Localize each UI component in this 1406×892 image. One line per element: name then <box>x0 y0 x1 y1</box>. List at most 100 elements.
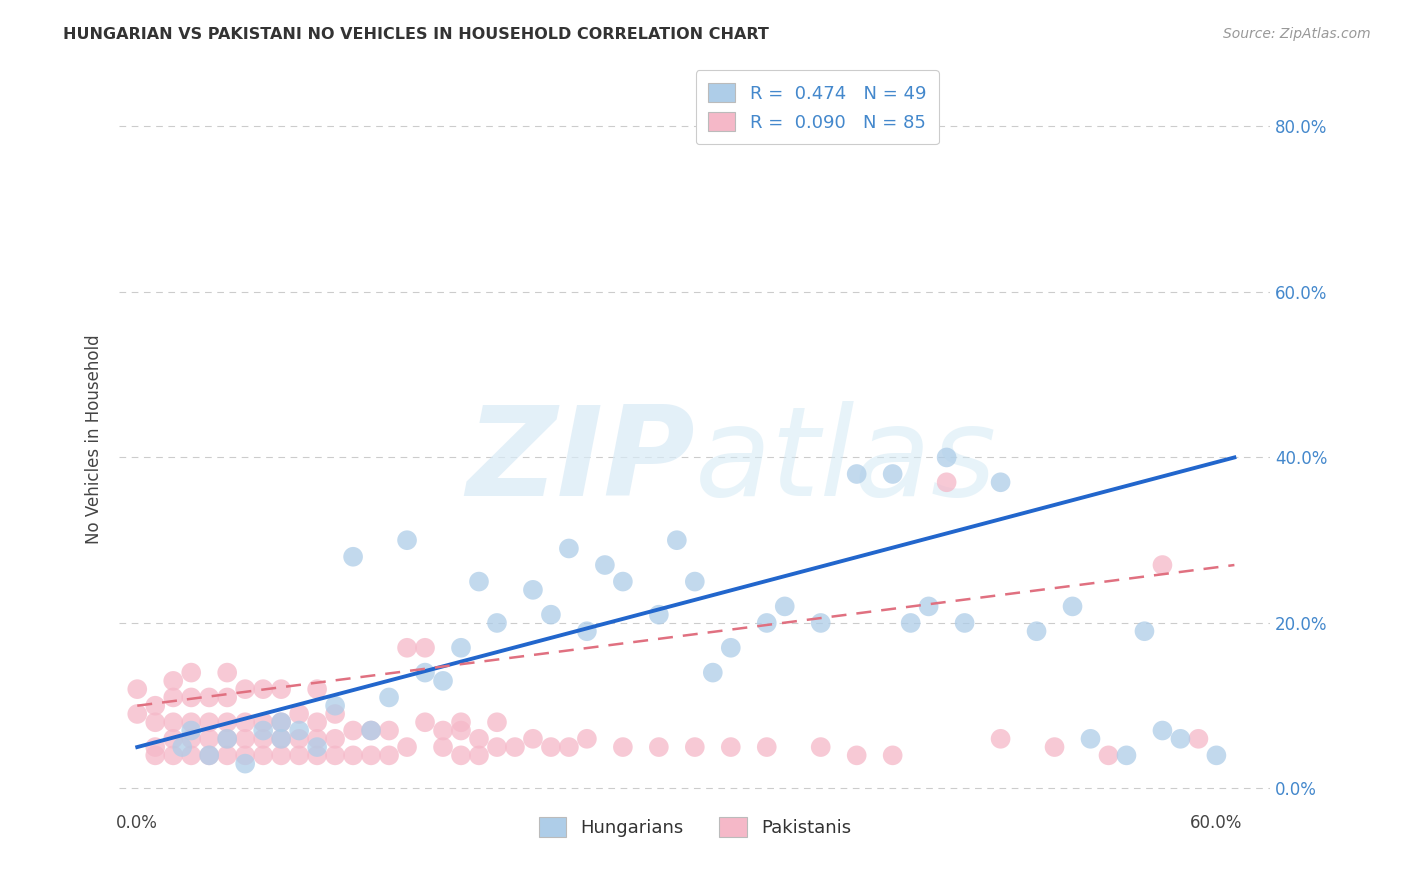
Point <box>1133 624 1156 639</box>
Point <box>252 715 274 730</box>
Point <box>172 740 194 755</box>
Point <box>900 615 922 630</box>
Point <box>1025 624 1047 639</box>
Text: HUNGARIAN VS PAKISTANI NO VEHICLES IN HOUSEHOLD CORRELATION CHART: HUNGARIAN VS PAKISTANI NO VEHICLES IN HO… <box>63 27 769 42</box>
Point <box>575 731 598 746</box>
Point <box>180 723 202 738</box>
Point <box>648 607 671 622</box>
Point <box>396 640 419 655</box>
Point <box>180 731 202 746</box>
Point <box>1205 748 1227 763</box>
Point <box>288 748 311 763</box>
Point <box>432 740 454 755</box>
Point <box>503 740 526 755</box>
Point <box>342 723 364 738</box>
Point <box>522 582 544 597</box>
Point <box>683 574 706 589</box>
Point <box>1062 599 1084 614</box>
Point <box>198 690 221 705</box>
Point <box>773 599 796 614</box>
Point <box>1097 748 1119 763</box>
Point <box>252 748 274 763</box>
Point <box>522 731 544 746</box>
Point <box>252 731 274 746</box>
Point <box>288 731 311 746</box>
Point <box>935 450 957 465</box>
Point <box>342 748 364 763</box>
Point <box>845 748 868 763</box>
Point <box>1170 731 1192 746</box>
Point <box>162 690 184 705</box>
Point <box>252 723 274 738</box>
Point <box>432 723 454 738</box>
Point <box>270 731 292 746</box>
Point <box>485 715 508 730</box>
Point <box>198 748 221 763</box>
Point <box>162 715 184 730</box>
Point <box>127 682 149 697</box>
Point <box>485 615 508 630</box>
Point <box>1080 731 1102 746</box>
Point <box>413 665 436 680</box>
Point <box>307 715 329 730</box>
Point <box>378 723 401 738</box>
Point <box>882 467 904 481</box>
Point <box>935 475 957 490</box>
Point <box>217 748 239 763</box>
Point <box>233 715 256 730</box>
Point <box>702 665 724 680</box>
Point <box>990 731 1012 746</box>
Point <box>882 748 904 763</box>
Point <box>468 574 491 589</box>
Text: ZIP: ZIP <box>465 401 695 522</box>
Point <box>575 624 598 639</box>
Point <box>1152 558 1174 572</box>
Legend: Hungarians, Pakistanis: Hungarians, Pakistanis <box>531 810 858 845</box>
Point <box>612 740 634 755</box>
Point <box>378 690 401 705</box>
Point <box>252 682 274 697</box>
Point <box>198 748 221 763</box>
Point <box>307 682 329 697</box>
Point <box>127 706 149 721</box>
Point <box>342 549 364 564</box>
Point <box>468 748 491 763</box>
Point <box>720 640 742 655</box>
Text: Source: ZipAtlas.com: Source: ZipAtlas.com <box>1223 27 1371 41</box>
Point <box>540 740 562 755</box>
Point <box>468 731 491 746</box>
Point <box>360 723 382 738</box>
Point <box>217 731 239 746</box>
Point <box>270 748 292 763</box>
Point <box>953 615 976 630</box>
Point <box>288 723 311 738</box>
Point <box>683 740 706 755</box>
Point <box>990 475 1012 490</box>
Point <box>180 748 202 763</box>
Point <box>450 723 472 738</box>
Point <box>432 673 454 688</box>
Point <box>307 731 329 746</box>
Point <box>233 682 256 697</box>
Point <box>360 748 382 763</box>
Point <box>1043 740 1066 755</box>
Point <box>198 731 221 746</box>
Point <box>450 715 472 730</box>
Point <box>755 615 778 630</box>
Point <box>378 748 401 763</box>
Point <box>1152 723 1174 738</box>
Point <box>396 533 419 548</box>
Point <box>162 748 184 763</box>
Point <box>323 748 346 763</box>
Point <box>720 740 742 755</box>
Point <box>162 673 184 688</box>
Point <box>180 715 202 730</box>
Point <box>648 740 671 755</box>
Point <box>396 740 419 755</box>
Point <box>323 698 346 713</box>
Point <box>233 731 256 746</box>
Point <box>323 706 346 721</box>
Point <box>413 715 436 730</box>
Point <box>307 748 329 763</box>
Point <box>485 740 508 755</box>
